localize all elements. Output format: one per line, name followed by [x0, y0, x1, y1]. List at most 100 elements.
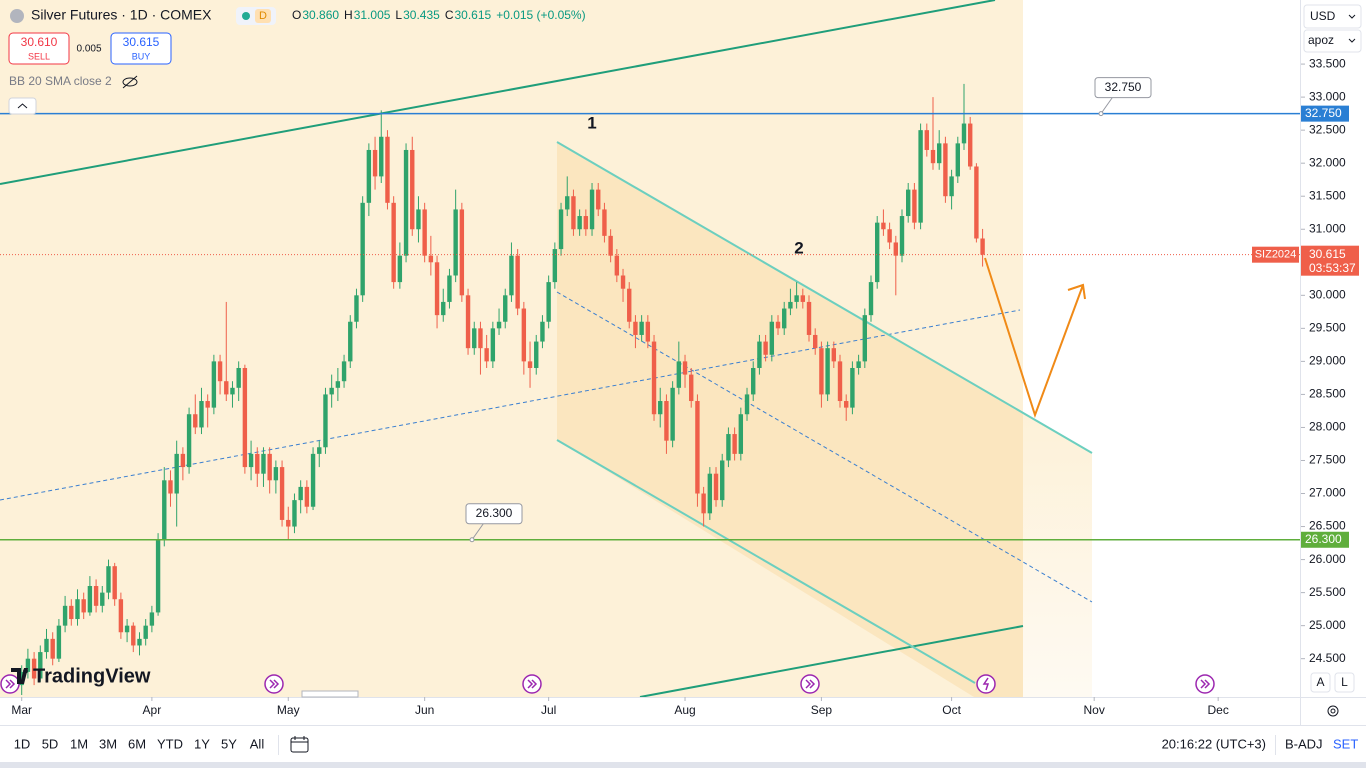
range-button[interactable]: YTD — [157, 736, 183, 751]
candle-body — [720, 460, 725, 501]
chevron — [17, 103, 28, 109]
event-glyphs — [5, 677, 1211, 691]
candle-body — [583, 216, 589, 230]
candle-body — [813, 334, 818, 349]
range-button[interactable]: 1D — [14, 736, 31, 751]
range-button[interactable]: 5D — [42, 736, 59, 751]
candle-body — [453, 209, 458, 276]
y-tick-label: 25.500 — [1309, 585, 1346, 599]
x-tick-label: Dec — [1207, 703, 1228, 717]
buy-button[interactable] — [110, 32, 172, 65]
y-tick-label: 29.500 — [1309, 321, 1346, 335]
candle-body — [651, 341, 657, 415]
candle-body — [844, 401, 849, 408]
candle-body — [403, 149, 409, 256]
candle-body — [899, 216, 905, 256]
range-button[interactable]: 1M — [70, 736, 88, 751]
currency-select[interactable] — [1303, 4, 1362, 29]
range-button[interactable]: 1Y — [194, 736, 210, 751]
candle-body — [360, 202, 365, 296]
range-zone-fade — [1023, 413, 1092, 697]
candle-body — [751, 367, 756, 395]
candle-body — [782, 308, 787, 329]
candle-body — [38, 652, 43, 679]
calendar-icon[interactable] — [290, 736, 309, 753]
range-button[interactable]: All — [250, 736, 265, 751]
candle-body — [323, 394, 328, 448]
y-tick-label: 33.000 — [1309, 89, 1346, 103]
settings-icon[interactable] — [1327, 705, 1339, 717]
range-button[interactable]: 6M — [128, 736, 146, 751]
y-tick-label: 27.000 — [1309, 486, 1346, 500]
x-tick-label: May — [277, 703, 300, 717]
candle-body — [856, 361, 861, 368]
candles — [19, 83, 985, 696]
candle-body — [577, 216, 582, 230]
clock: 20:16:22 (UTC+3) — [1162, 736, 1266, 751]
candle-body — [56, 625, 62, 659]
drawing-stub — [301, 690, 359, 698]
buy-price: 30.615 — [123, 35, 160, 49]
wave-label: 2 — [794, 238, 803, 257]
candle-body — [137, 638, 142, 646]
callout-anchor — [1098, 111, 1104, 117]
candle-body — [943, 143, 948, 197]
candle-body — [670, 387, 675, 441]
adjust[interactable]: B-ADJ — [1285, 736, 1323, 751]
candle-body — [695, 401, 700, 494]
candle-body — [106, 566, 111, 593]
range-button[interactable]: 3M — [99, 736, 117, 751]
wave-label: 1 — [587, 113, 596, 132]
y-tick-label: 27.500 — [1309, 453, 1346, 467]
candle-body — [627, 288, 632, 322]
callout-box[interactable] — [1094, 77, 1152, 99]
legend-value: +0.015 (+0.05%) — [496, 8, 585, 22]
candle-body — [540, 321, 545, 342]
candle-body — [503, 295, 508, 322]
indicator-label[interactable]: BB 20 SMA close 2 — [9, 74, 112, 88]
y-axis: 33.500 33.000 32.500 32.000 31.500 31.000 30.0… — [1301, 56, 1359, 665]
log-button[interactable] — [1334, 672, 1355, 693]
candle-body — [682, 361, 688, 375]
candle-body — [168, 480, 173, 494]
candle-body — [100, 592, 105, 606]
unit-select[interactable] — [1303, 29, 1362, 53]
candle-body — [25, 658, 31, 672]
candle-body — [918, 130, 923, 223]
overlay: 32.750 26.300 SIZ2024 — [465, 77, 1299, 543]
candle-body — [906, 189, 911, 217]
status-dot — [242, 12, 250, 20]
level-axis-label: 32.750 — [1305, 106, 1342, 120]
candle-body — [589, 189, 595, 230]
y-tick-label: 31.500 — [1309, 188, 1346, 202]
symbol-title[interactable]: Silver Futures · 1D · COMEX — [31, 7, 212, 23]
candle-body — [292, 500, 297, 527]
last-price-label: 30.615 — [1309, 247, 1346, 261]
candle-body — [775, 321, 781, 329]
range-buttons: 1D 5D 1M 3M 6M YTD 1Y 5Y All — [14, 736, 265, 751]
chevron — [1348, 38, 1356, 43]
collapse-button[interactable] — [8, 97, 37, 115]
candle-body — [199, 401, 204, 428]
callout-box[interactable] — [465, 503, 523, 525]
session[interactable]: SET — [1333, 736, 1358, 751]
candle-body — [372, 149, 378, 177]
auto-button[interactable] — [1310, 672, 1331, 693]
y-tick-label: 29.000 — [1309, 354, 1346, 368]
sell-button[interactable] — [8, 32, 70, 65]
candle-body — [875, 222, 880, 283]
y-tick-label: 28.000 — [1309, 420, 1346, 434]
candle-body — [478, 328, 483, 349]
range-button[interactable]: 5Y — [221, 736, 237, 751]
candle-body — [701, 493, 706, 514]
badge: D — [259, 10, 267, 22]
eye-hidden-icon[interactable] — [122, 75, 138, 89]
candle-body — [472, 328, 477, 349]
callout-label: 26.300 — [476, 506, 513, 520]
symbol-icon — [10, 9, 24, 23]
candle-body — [124, 625, 130, 633]
candle-body — [279, 467, 285, 520]
candle-body — [738, 414, 744, 454]
candle-body — [558, 209, 564, 250]
